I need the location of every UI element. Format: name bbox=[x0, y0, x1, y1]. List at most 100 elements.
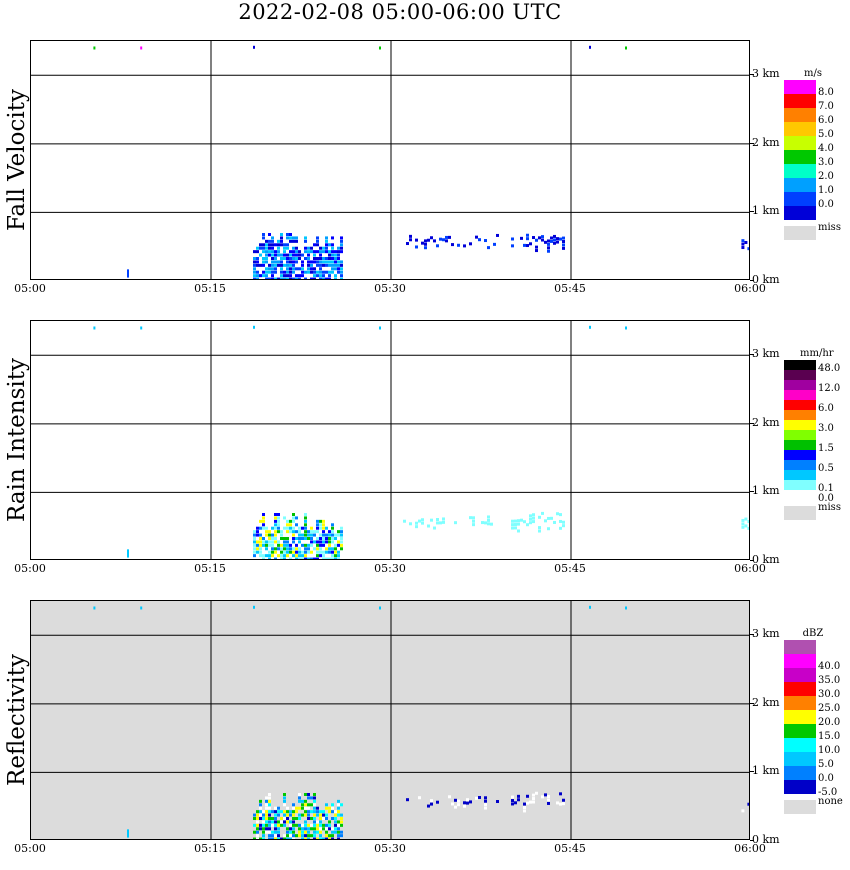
plot-area bbox=[30, 320, 750, 560]
colorbar-label: 2.0 bbox=[818, 171, 834, 182]
precip-pixel-b0 bbox=[310, 530, 313, 534]
precip-pixel-b1 bbox=[442, 520, 445, 524]
precip-pixel-b0 bbox=[319, 246, 322, 250]
precip-pixel-b0 bbox=[268, 530, 271, 534]
precip-pixel-b0 bbox=[298, 533, 301, 537]
precip-pixel-b2 bbox=[550, 236, 553, 240]
precip-pixel-b0 bbox=[334, 257, 337, 260]
precip-pixel-b0 bbox=[313, 827, 316, 831]
precip-pixel-b0 bbox=[328, 834, 331, 838]
precip-pixel-b0 bbox=[313, 257, 316, 260]
precip-pixel-b0 bbox=[319, 533, 322, 537]
precip-pixel-b0 bbox=[271, 823, 274, 827]
precip-pixel-b0 bbox=[268, 250, 271, 254]
precip-pixel-b0 bbox=[316, 270, 319, 274]
precip-pixel-b0 bbox=[265, 806, 268, 810]
colorbar-row bbox=[784, 206, 816, 220]
colorbar-swatch bbox=[784, 450, 816, 460]
precip-pixel-b0 bbox=[280, 260, 283, 264]
precip-pixel-b0 bbox=[286, 820, 289, 824]
precip-pixel-b0 bbox=[280, 270, 283, 274]
colorbar-row bbox=[784, 410, 816, 420]
precip-pixel-b0 bbox=[337, 837, 340, 839]
precip-pixel-b2 bbox=[529, 514, 532, 518]
precip-pixel-b0 bbox=[322, 554, 325, 558]
precip-pixel-b0 bbox=[295, 523, 298, 527]
precip-pixel-b0 bbox=[286, 810, 289, 814]
x-tick-label: 06:00 bbox=[734, 562, 766, 575]
colorbar-row: 25.0 bbox=[784, 696, 840, 714]
precip-pixel-b0 bbox=[328, 260, 331, 264]
precip-pixel-b0 bbox=[268, 540, 271, 544]
height-tick-label: 1 km bbox=[752, 764, 780, 778]
precip-pixel-b0 bbox=[289, 523, 292, 527]
precip-pixel-b0 bbox=[265, 830, 268, 834]
precip-pixel-b3 bbox=[741, 239, 745, 243]
colorbar-row: 0.0 bbox=[784, 766, 834, 784]
plot-svg bbox=[31, 321, 749, 559]
colorbar-swatch bbox=[784, 682, 816, 696]
precip-pixel-b0 bbox=[265, 270, 268, 274]
precip-pixel-b1 bbox=[445, 235, 448, 239]
precip-pixel-b0 bbox=[256, 246, 259, 250]
precip-pixel-b1 bbox=[409, 238, 412, 242]
precip-pixel-b0 bbox=[328, 550, 331, 554]
precip-pixel-b0 bbox=[316, 257, 319, 260]
isolated-mark bbox=[93, 46, 96, 50]
colorbar-row: 0.0 bbox=[784, 490, 834, 504]
precip-pixel-b0 bbox=[280, 253, 283, 257]
precip-pixel-b0 bbox=[277, 543, 280, 547]
precip-pixel-b2 bbox=[517, 529, 520, 533]
precip-pixel-b0 bbox=[295, 810, 298, 814]
precip-pixel-b1 bbox=[403, 519, 406, 523]
height-tick-mark bbox=[750, 422, 754, 424]
colorbar-row: 4.0 bbox=[784, 136, 834, 154]
precip-pixel-b0 bbox=[337, 550, 340, 554]
precip-pixel-b0 bbox=[277, 810, 280, 814]
precip-pixel-b1 bbox=[430, 799, 433, 803]
precip-pixel-b0 bbox=[304, 250, 307, 254]
precip-pixel-b0 bbox=[265, 820, 268, 824]
precip-pixel-b0 bbox=[289, 820, 292, 824]
precip-pixel-b0 bbox=[286, 550, 289, 554]
precip-pixel-b0 bbox=[292, 250, 295, 254]
precip-pixel-b0 bbox=[292, 554, 295, 558]
precip-pixel-b0 bbox=[283, 837, 286, 839]
precip-pixel-b0 bbox=[277, 239, 280, 243]
precip-pixel-b0 bbox=[304, 837, 307, 839]
precip-pixel-b0 bbox=[322, 817, 325, 820]
precip-pixel-b0 bbox=[298, 557, 301, 559]
precip-pixel-b0 bbox=[337, 803, 340, 807]
precip-pixel-b0 bbox=[316, 243, 319, 247]
precip-pixel-b1 bbox=[439, 237, 442, 241]
colorbar-label: 6.0 bbox=[818, 115, 834, 126]
precip-pixel-b0 bbox=[313, 530, 316, 534]
precip-pixel-b0 bbox=[271, 246, 274, 250]
colorbar-swatch bbox=[784, 192, 816, 206]
colorbar-swatch bbox=[784, 696, 816, 710]
colorbar-label: 4.0 bbox=[818, 143, 834, 154]
precip-pixel-b0 bbox=[283, 257, 286, 260]
precip-pixel-b0 bbox=[256, 530, 259, 534]
precip-pixel-b0 bbox=[283, 813, 286, 817]
precip-pixel-b0 bbox=[298, 537, 301, 540]
precip-pixel-b0 bbox=[322, 550, 325, 554]
precip-pixel-b0 bbox=[322, 523, 325, 527]
precip-pixel-b2 bbox=[532, 797, 535, 801]
precip-pixel-b0 bbox=[292, 236, 295, 240]
precip-pixel-b2 bbox=[514, 526, 517, 530]
precip-pixel-b0 bbox=[337, 823, 340, 827]
precip-pixel-b0 bbox=[304, 537, 307, 540]
precip-pixel-b0 bbox=[268, 277, 271, 279]
precip-pixel-b0 bbox=[334, 820, 337, 824]
precip-pixel-b0 bbox=[328, 806, 331, 810]
precip-pixel-b0 bbox=[256, 263, 259, 267]
precip-pixel-b0 bbox=[322, 263, 325, 267]
precip-pixel-b0 bbox=[310, 540, 313, 544]
precip-pixel-b0 bbox=[274, 806, 277, 810]
precip-pixel-b0 bbox=[322, 530, 325, 534]
precip-pixel-b0 bbox=[313, 253, 316, 257]
precip-pixel-b1 bbox=[424, 239, 427, 243]
precip-pixel-b0 bbox=[277, 277, 280, 279]
precip-pixel-b0 bbox=[289, 547, 292, 551]
